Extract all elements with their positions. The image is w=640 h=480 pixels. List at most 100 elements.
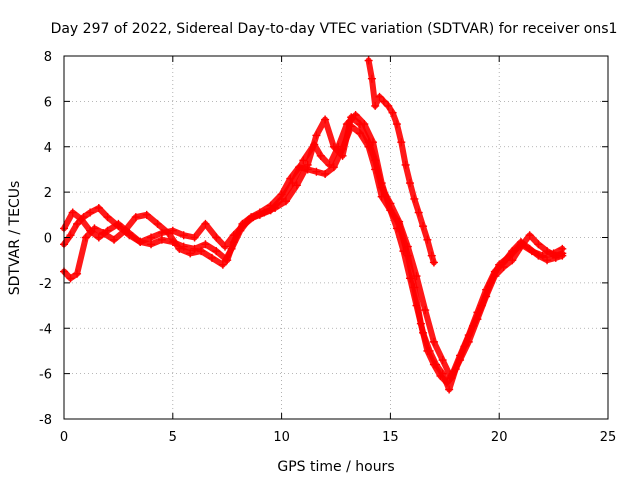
data-point (355, 120, 364, 129)
data-point (525, 231, 534, 240)
data-point (221, 242, 230, 251)
data-point (207, 253, 216, 262)
data-point (201, 240, 210, 249)
data-point (157, 228, 166, 237)
data-point (329, 142, 338, 151)
data-point (416, 319, 425, 328)
data-point (499, 262, 508, 271)
y-tick-label: -2 (39, 277, 52, 292)
data-point (249, 213, 258, 222)
y-tick-label: 0 (44, 232, 52, 247)
data-point (429, 337, 438, 346)
data-point (525, 244, 534, 253)
data-point (347, 113, 356, 122)
data-point (429, 360, 438, 369)
y-tick-label: 4 (44, 141, 52, 156)
y-tick-label: -6 (39, 368, 52, 383)
data-point (281, 197, 290, 206)
data-point (388, 108, 397, 117)
data-point (190, 233, 199, 242)
data-point (516, 242, 525, 251)
data-point (367, 74, 376, 83)
data-point (81, 233, 90, 242)
x-tick-label: 5 (169, 430, 177, 445)
y-tick-label: 8 (44, 50, 52, 65)
y-tick-label: 2 (44, 186, 52, 201)
series-track-c (60, 113, 567, 383)
x-tick-label: 15 (382, 430, 399, 445)
data-point (464, 337, 473, 346)
data-point (338, 151, 347, 160)
data-point (377, 183, 386, 192)
data-point (534, 251, 543, 260)
data-point (114, 219, 123, 228)
x-tick-label: 0 (60, 430, 68, 445)
data-point (316, 151, 325, 160)
data-point (212, 233, 221, 242)
y-tick-label: -8 (39, 413, 52, 428)
data-point (384, 101, 393, 110)
y-axis-label: SDTVAR / TECUs (7, 181, 23, 296)
data-point (103, 213, 112, 222)
data-point (490, 272, 499, 281)
data-point (423, 235, 432, 244)
data-point (66, 274, 75, 283)
data-point (543, 256, 552, 265)
data-point (392, 120, 401, 129)
x-tick-label: 25 (600, 430, 617, 445)
data-point (179, 231, 188, 240)
data-point (271, 204, 280, 213)
data-point (73, 219, 82, 228)
data-point (321, 115, 330, 124)
data-point (73, 269, 82, 278)
data-point (325, 160, 334, 169)
data-point (551, 251, 560, 260)
data-point (412, 272, 421, 281)
data-point (131, 213, 140, 222)
data-point (534, 240, 543, 249)
data-point (456, 356, 465, 365)
data-point (68, 208, 77, 217)
data-point (482, 292, 491, 301)
data-point (147, 240, 156, 249)
data-point (397, 138, 406, 147)
y-tick-label: -4 (39, 322, 52, 337)
data-point (410, 194, 419, 203)
data-point (238, 222, 247, 231)
data-point (558, 249, 567, 258)
data-point (442, 378, 451, 387)
data-point (419, 222, 428, 231)
chart-title: Day 297 of 2022, Sidereal Day-to-day VTE… (51, 21, 618, 37)
data-point (212, 247, 221, 256)
data-point (197, 247, 206, 256)
data-point (445, 385, 454, 394)
x-axis-label: GPS time / hours (277, 459, 394, 475)
data-point (438, 356, 447, 365)
data-point (423, 346, 432, 355)
data-point (142, 210, 151, 219)
data-point (395, 217, 404, 226)
data-point (401, 160, 410, 169)
data-point (473, 315, 482, 324)
data-point (218, 260, 227, 269)
data-point (414, 208, 423, 217)
data-point (427, 251, 436, 260)
data-point (436, 371, 445, 380)
data-point (86, 226, 95, 235)
data-point (403, 242, 412, 251)
data-point (405, 179, 414, 188)
data-point (157, 235, 166, 244)
data-point (77, 215, 86, 224)
data-point (321, 169, 330, 178)
data-point (94, 204, 103, 213)
data-point (229, 231, 238, 240)
x-tick-label: 20 (491, 430, 508, 445)
data-point (110, 235, 119, 244)
data-point (371, 101, 380, 110)
data-point (364, 138, 373, 147)
axis-ticks: 0 5 10 15 20 25 -8 -6 -4 -2 0 2 4 6 8 (39, 50, 616, 445)
data-point (227, 244, 236, 253)
data-point (429, 258, 438, 267)
